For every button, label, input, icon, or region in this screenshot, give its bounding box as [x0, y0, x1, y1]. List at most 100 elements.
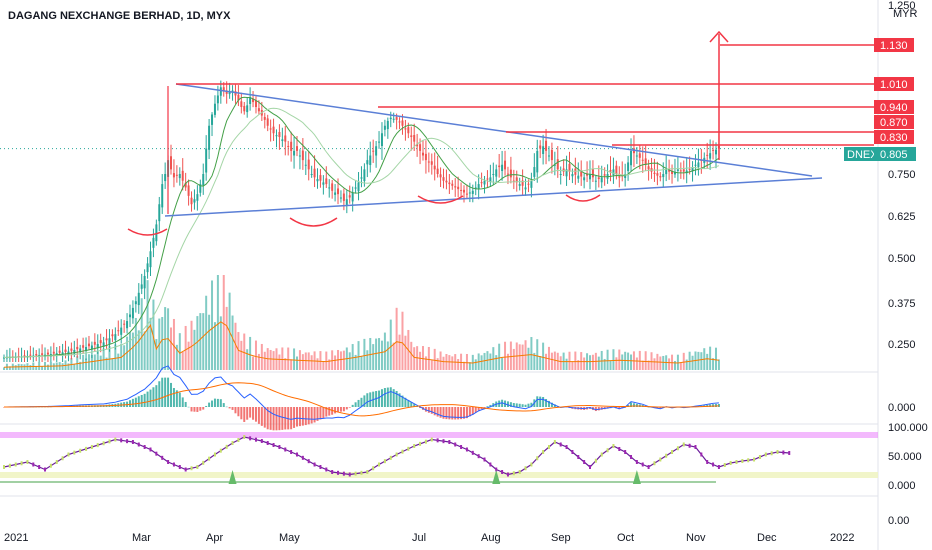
volume-bar [187, 341, 190, 370]
macd-histogram-bar [187, 406, 190, 408]
volume-bar [709, 346, 712, 370]
candle-body [137, 292, 140, 306]
candle-body [627, 162, 630, 172]
volume-bar [679, 362, 682, 370]
volume-bar [401, 311, 404, 370]
stoch-marker [307, 459, 310, 464]
candle-body [586, 173, 589, 176]
candle-body [512, 180, 515, 182]
macd-histogram-bar [477, 407, 480, 411]
macd-histogram-bar [196, 407, 199, 412]
volume-bar [257, 353, 260, 370]
volume-bar [451, 356, 454, 370]
volume-bar [85, 358, 88, 370]
candle-body [29, 354, 32, 356]
volume-bar [140, 298, 143, 370]
stoch-marker [208, 456, 211, 461]
bottom-axis-tick: 0.00 [888, 515, 909, 527]
volume-bar [216, 275, 219, 370]
stoch-marker [231, 441, 234, 445]
macd-histogram-bar [337, 407, 340, 413]
candle-body [252, 98, 255, 103]
macd-histogram-bar [278, 407, 281, 431]
macd-histogram-bar [296, 407, 298, 427]
macd-histogram-bar [216, 398, 219, 407]
volume-bar [662, 355, 665, 370]
volume-bar [668, 358, 671, 370]
macd-histogram-bar [451, 407, 454, 420]
volume-bar [240, 340, 243, 370]
macd-histogram-bar [181, 397, 184, 407]
candle-body [583, 177, 586, 181]
candle-body [240, 101, 243, 107]
candle-body [697, 162, 700, 168]
candle-body [665, 169, 668, 175]
stoch-marker [712, 462, 715, 467]
stoch-marker [55, 460, 58, 464]
candle-body [647, 166, 650, 170]
stoch-marker [618, 447, 621, 451]
volume-bar [553, 351, 556, 370]
volume-bar [76, 356, 79, 370]
x-axis-tick: 2022 [830, 532, 854, 544]
volume-bar [79, 361, 82, 370]
stoch-marker [700, 452, 703, 457]
target-arrow-head [709, 30, 729, 43]
candle-body [424, 153, 427, 161]
volume-bar [512, 348, 515, 370]
candle-body [600, 177, 603, 183]
stoch-marker [430, 437, 433, 442]
resistance-badge [874, 100, 914, 114]
macd-histogram-bar [131, 398, 134, 407]
ma-slow-line [3, 107, 720, 358]
candle-body [378, 141, 381, 143]
volume-bar [348, 352, 351, 370]
volume-bar [372, 344, 375, 370]
volume-bar [128, 332, 131, 370]
price-axis-tick: 0.500 [888, 253, 916, 265]
volume-bar [424, 356, 427, 370]
stoch-marker [489, 462, 492, 467]
stoch-marker [682, 442, 685, 447]
volume-bar [591, 354, 594, 370]
volume-bar [67, 363, 70, 370]
macd-histogram-bar [656, 407, 659, 409]
candle-body [668, 169, 671, 172]
macd-line [3, 365, 719, 420]
candle-body [82, 345, 85, 348]
candle-body [641, 159, 644, 161]
volume-bar [117, 353, 120, 370]
volume-bar [35, 365, 38, 370]
x-axis-tick: Nov [686, 532, 706, 544]
candle-body [196, 194, 199, 201]
volume-bar [527, 347, 530, 370]
macd-histogram-bar [357, 399, 360, 407]
volume-bar [351, 344, 354, 370]
candle-body [211, 114, 214, 125]
volume-bar [301, 354, 304, 370]
volume-bar [254, 340, 257, 370]
macd-histogram-bar [199, 407, 202, 411]
candle-body [128, 314, 131, 318]
volume-ma-line [3, 321, 719, 368]
candle-body [618, 176, 621, 178]
candle-body [460, 189, 463, 191]
macd-histogram-bar [219, 399, 222, 407]
stoch-marker [501, 470, 504, 474]
grid-layer [0, 0, 879, 550]
stoch-marker [559, 442, 562, 447]
macd-histogram-bar [635, 403, 638, 407]
stoch-marker [85, 446, 88, 451]
volume-bar [717, 359, 720, 370]
volume-bar [102, 348, 105, 370]
candle-body [307, 159, 310, 170]
candle-body [351, 192, 354, 202]
macd-histogram-bar [354, 402, 357, 407]
volume-bar [199, 313, 202, 370]
currency-label: MYR [893, 8, 918, 20]
macd-histogram-bar [172, 388, 175, 407]
resistance-badge [874, 115, 914, 129]
candle-body [193, 199, 196, 203]
candle-body [316, 179, 319, 182]
